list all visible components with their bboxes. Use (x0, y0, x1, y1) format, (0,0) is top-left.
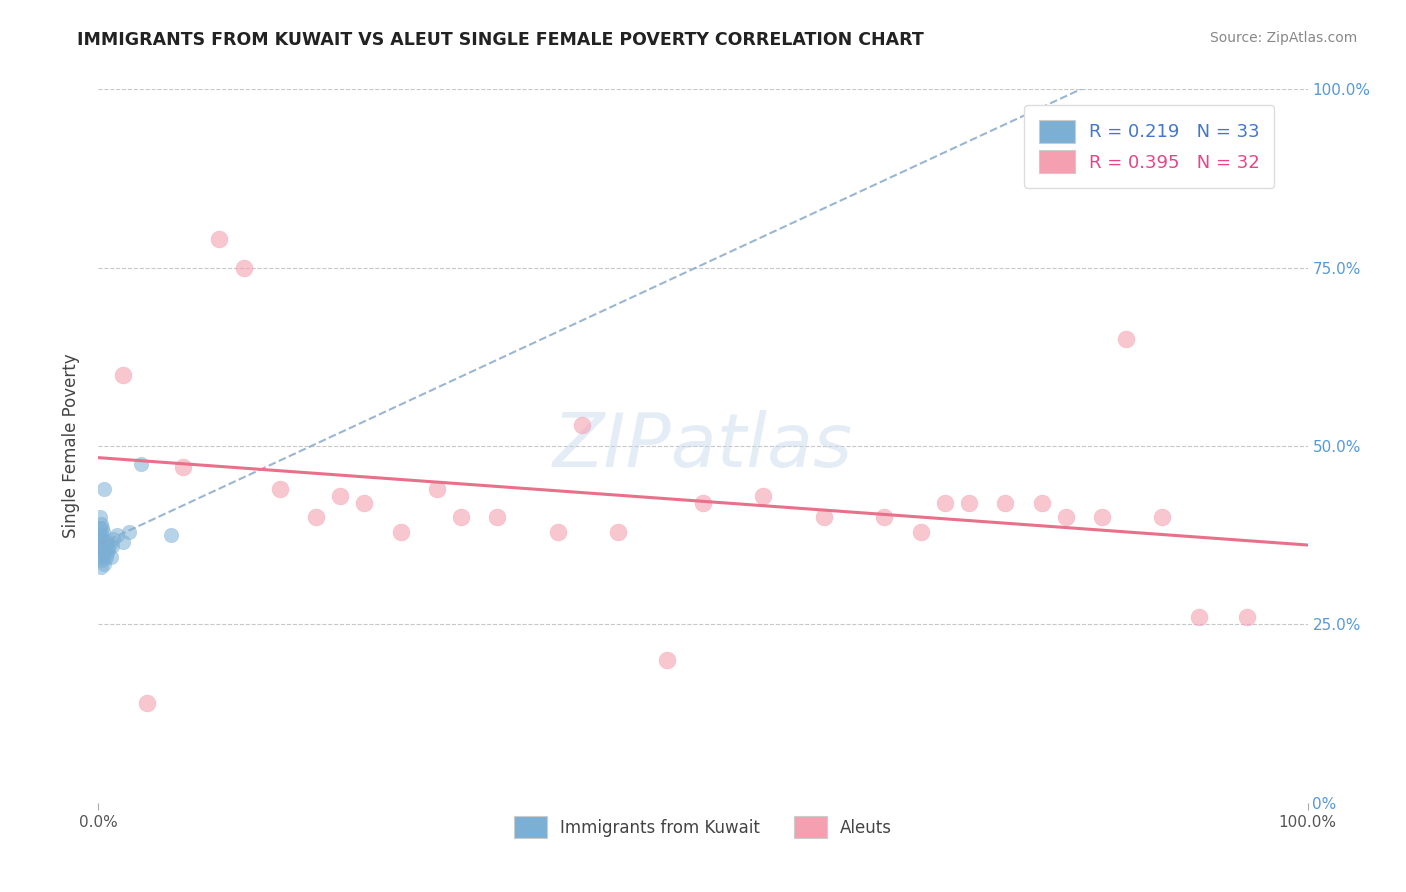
Point (1152, 510, 1174, 524)
Point (389, 524, 412, 539)
Point (90, 539, 112, 553)
Point (957, 496, 980, 510)
Point (269, 482, 291, 496)
Point (813, 510, 835, 524)
Point (934, 496, 956, 510)
Point (547, 524, 569, 539)
Legend: Immigrants from Kuwait, Aleuts: Immigrants from Kuwait, Aleuts (508, 810, 898, 845)
Point (111, 368, 134, 382)
Point (135, 696, 157, 710)
Point (118, 524, 141, 539)
Point (353, 496, 375, 510)
Point (607, 524, 630, 539)
Point (93, 482, 115, 496)
Point (1054, 510, 1077, 524)
Point (96, 535, 118, 549)
Text: ZIPatlas: ZIPatlas (553, 410, 853, 482)
Point (910, 524, 932, 539)
Point (94, 539, 117, 553)
Point (172, 460, 194, 475)
Point (1236, 610, 1258, 624)
Point (752, 489, 775, 503)
Point (89, 542, 111, 557)
Point (1188, 610, 1211, 624)
Point (91, 524, 114, 539)
Point (1031, 496, 1053, 510)
Point (305, 510, 328, 524)
Point (994, 496, 1017, 510)
Point (208, 232, 231, 246)
Point (93, 546, 115, 560)
Point (450, 510, 472, 524)
Point (91, 542, 114, 557)
Point (91, 532, 114, 546)
Point (89, 532, 111, 546)
Point (90, 560, 112, 574)
Point (89, 510, 111, 524)
Point (1091, 510, 1114, 524)
Point (91, 521, 114, 535)
Point (232, 260, 254, 275)
Point (873, 510, 896, 524)
Y-axis label: Single Female Poverty: Single Female Poverty (62, 354, 80, 538)
Text: IMMIGRANTS FROM KUWAIT VS ALEUT SINGLE FEMALE POVERTY CORRELATION CHART: IMMIGRANTS FROM KUWAIT VS ALEUT SINGLE F… (77, 31, 924, 49)
Point (90, 549, 112, 564)
Point (111, 535, 134, 549)
Point (486, 510, 509, 524)
Point (692, 496, 714, 510)
Point (93, 557, 115, 571)
Point (329, 489, 352, 503)
Point (101, 532, 124, 546)
Point (90, 528, 112, 542)
Point (100, 549, 122, 564)
Point (94, 549, 117, 564)
Point (160, 528, 183, 542)
Point (91, 546, 114, 560)
Point (96, 546, 118, 560)
Text: Source: ZipAtlas.com: Source: ZipAtlas.com (1209, 31, 1357, 45)
Point (97, 542, 120, 557)
Point (426, 482, 449, 496)
Point (90, 517, 112, 532)
Point (100, 539, 122, 553)
Point (105, 528, 128, 542)
Point (98, 539, 121, 553)
Point (91, 553, 114, 567)
Point (91, 535, 114, 549)
Point (129, 457, 152, 471)
Point (571, 417, 593, 432)
Point (1115, 332, 1137, 346)
Point (655, 653, 678, 667)
Point (89, 521, 111, 535)
